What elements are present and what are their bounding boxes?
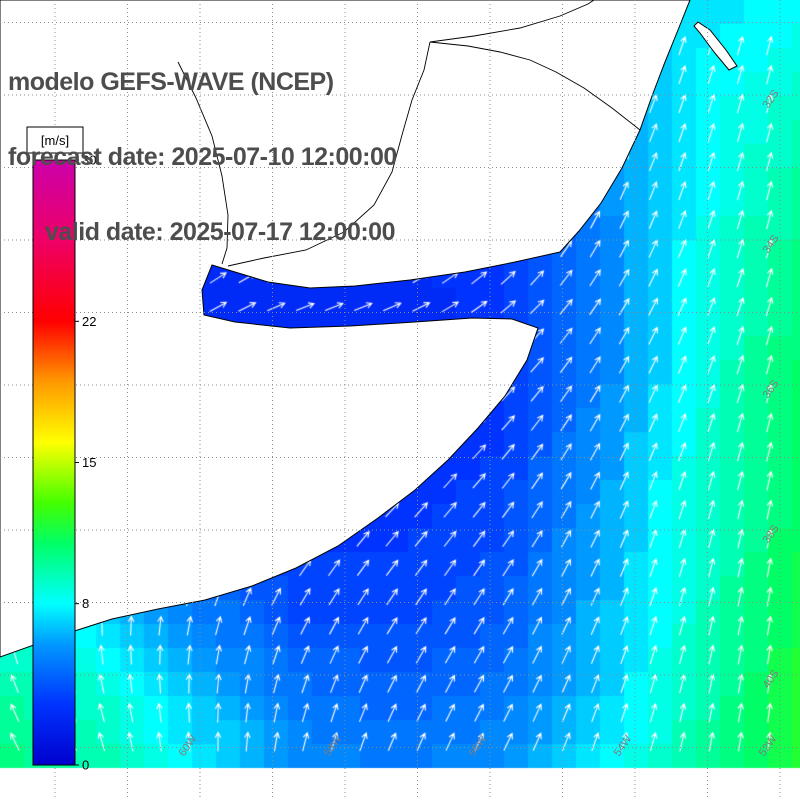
valid-date-line: valid date: 2025-07-17 12:00:00 [45,218,395,246]
forecast-date-line: forecast date: 2025-07-10 12:00:00 [8,143,397,171]
colorbar: 0 8 15 22 30 [m/s] [26,126,96,773]
title-block: modelo GEFS-WAVE (NCEP) forecast date: 2… [8,20,397,295]
colorbar-tick-label: 8 [82,596,89,611]
lat-label: 32S [761,88,782,111]
river-border-line [429,41,641,131]
colorbar-tick-label: 30 [82,153,96,168]
colorbar-unit-label: [m/s] [41,133,69,148]
lat-label: 40S [761,668,782,691]
lon-label: 52W [757,733,780,759]
colorbar-tick-label: 15 [82,455,96,470]
colorbar-unit-box [26,126,84,154]
river-border-line [177,61,229,265]
lon-label: 54W [612,733,635,759]
coastal-island [693,21,738,71]
lat-label: 38S [761,523,782,546]
lat-label: 34S [761,233,782,256]
lon-label: 58W [322,733,345,759]
lon-label: 60W [177,733,200,759]
model-title: modelo GEFS-WAVE (NCEP) [8,68,334,96]
colorbar-gradient-bar [32,159,76,766]
colorbar-tick-labels: 0 8 15 22 30 [75,153,96,773]
lat-label: 36S [761,378,782,401]
colorbar-tick-label: 22 [82,314,96,329]
colorbar-tick-label: 0 [82,758,89,773]
lon-label: 56W [467,733,490,759]
